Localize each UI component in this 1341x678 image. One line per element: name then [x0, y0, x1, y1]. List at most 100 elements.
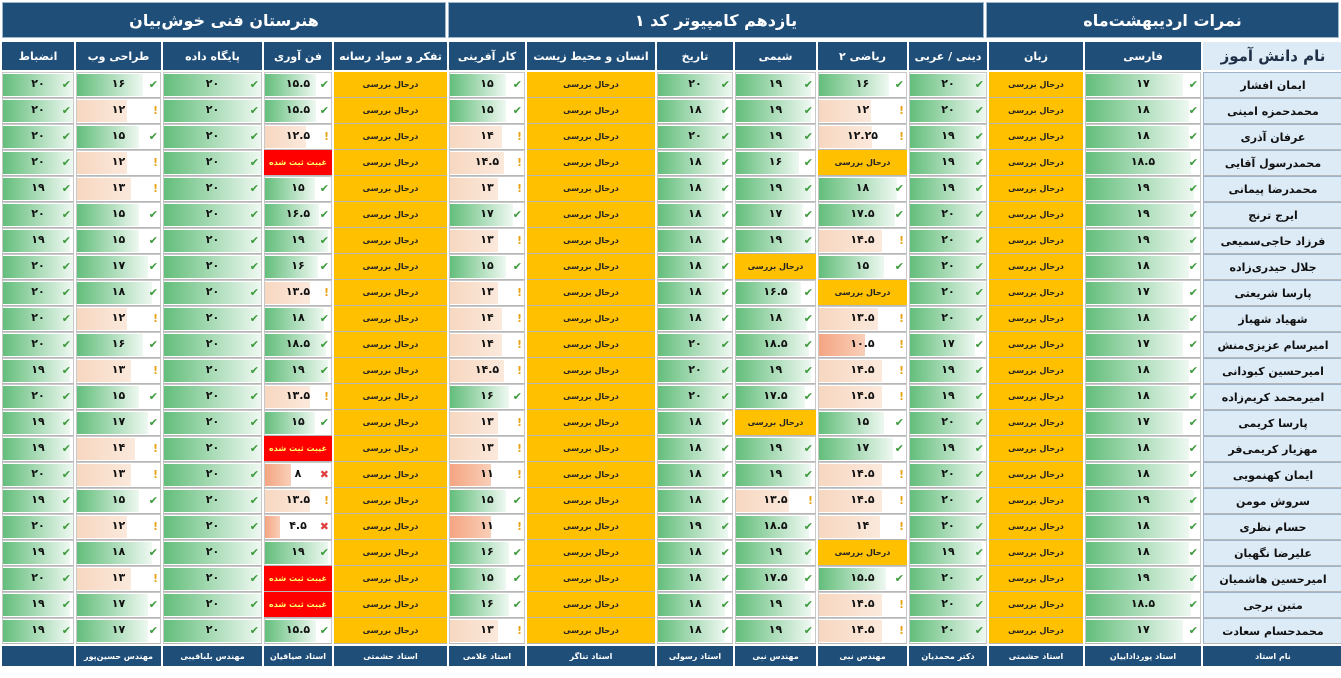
grade-cell[interactable]: ۱۵ ✔ [818, 254, 907, 280]
grade-cell[interactable]: ۱۸ ✔ [264, 306, 332, 332]
grade-cell[interactable]: ۱۵ ✔ [76, 384, 161, 410]
in-progress-status-cell[interactable]: درحال بررسی [527, 592, 655, 618]
grade-cell[interactable]: ۲۰ ✔ [909, 462, 987, 488]
grade-cell[interactable]: ۱۸.۵ ✔ [1085, 592, 1201, 618]
in-progress-status-cell[interactable]: درحال بررسی [989, 176, 1083, 202]
grade-cell[interactable]: ۱۸ ✔ [818, 176, 907, 202]
grade-cell[interactable]: ۱۷.۵ ✔ [735, 566, 816, 592]
absent-status-cell[interactable]: غیبت ثبت شده [264, 436, 332, 462]
grade-cell[interactable]: ۱۷ ✔ [735, 202, 816, 228]
in-progress-status-cell[interactable]: درحال بررسی [989, 254, 1083, 280]
grade-cell[interactable]: ۱۹ ✔ [735, 124, 816, 150]
in-progress-status-cell[interactable]: درحال بررسی [989, 202, 1083, 228]
grade-cell[interactable]: ۲۰ ✔ [2, 202, 74, 228]
grade-cell[interactable]: ۱۸ ✔ [657, 150, 733, 176]
grade-cell[interactable]: ۲۰ ✔ [163, 124, 262, 150]
grade-cell[interactable]: ۱۸ ✔ [76, 280, 161, 306]
grade-cell[interactable]: ۱۷.۵ ✔ [735, 384, 816, 410]
student-name[interactable]: امیرسام عزیزی‌منش [1203, 332, 1341, 358]
grade-cell[interactable]: ۱۹ ✔ [657, 514, 733, 540]
grade-cell[interactable]: ۲۰ ✔ [163, 540, 262, 566]
grade-cell[interactable]: ۱۸ ✔ [1085, 98, 1201, 124]
grade-cell[interactable]: ۸ ✖ [264, 462, 332, 488]
grade-cell[interactable]: ۱۸ ✔ [657, 306, 733, 332]
column-header[interactable]: زبان [989, 40, 1083, 72]
column-header[interactable]: ریاضی ۲ [818, 40, 907, 72]
in-progress-status-cell[interactable]: درحال بررسی [334, 202, 447, 228]
grade-cell[interactable]: ۱۸ ✔ [657, 176, 733, 202]
grade-cell[interactable]: ۱۹ ✔ [2, 488, 74, 514]
in-progress-status-cell[interactable]: درحال بررسی [334, 436, 447, 462]
column-header[interactable]: انضباط [2, 40, 74, 72]
column-header[interactable]: کار آفرینی [449, 40, 525, 72]
grade-cell[interactable]: ۲۰ ✔ [909, 566, 987, 592]
grade-cell[interactable]: ۲۰ ✔ [909, 488, 987, 514]
in-progress-status-cell[interactable]: درحال بررسی [989, 566, 1083, 592]
grade-cell[interactable]: ۲۰ ✔ [909, 72, 987, 98]
grade-cell[interactable]: ۱۰.۵! [818, 332, 907, 358]
grade-cell[interactable]: ۱۸ ✔ [1085, 436, 1201, 462]
student-name[interactable]: ایمان کهنمویی [1203, 462, 1341, 488]
grade-cell[interactable]: ۱۶ ✔ [449, 384, 525, 410]
grade-cell[interactable]: ۱۸ ✔ [657, 566, 733, 592]
grade-cell[interactable]: ۱۴.۵! [449, 358, 525, 384]
grade-cell[interactable]: ۲۰ ✔ [2, 462, 74, 488]
grade-cell[interactable]: ۲۰ ✔ [657, 358, 733, 384]
grade-cell[interactable]: ۱۶ ✔ [818, 72, 907, 98]
grade-cell[interactable]: ۱۹ ✔ [2, 436, 74, 462]
grade-cell[interactable]: ۱۹ ✔ [2, 540, 74, 566]
grade-cell[interactable]: ۲۰ ✔ [2, 306, 74, 332]
grade-cell[interactable]: ۱۹ ✔ [1085, 202, 1201, 228]
grade-cell[interactable]: ۱۹ ✔ [2, 176, 74, 202]
grade-cell[interactable]: ۱۹ ✔ [735, 436, 816, 462]
grade-cell[interactable]: ۲۰ ✔ [163, 150, 262, 176]
grade-cell[interactable]: ۲۰ ✔ [657, 72, 733, 98]
grade-cell[interactable]: ۱۳! [449, 410, 525, 436]
grade-cell[interactable]: ۱۷ ✔ [449, 202, 525, 228]
in-progress-status-cell[interactable]: درحال بررسی [334, 566, 447, 592]
grade-cell[interactable]: ۱۸.۵ ✔ [735, 332, 816, 358]
grade-cell[interactable]: ۱۸ ✔ [1085, 254, 1201, 280]
grade-cell[interactable]: ۲۰ ✔ [657, 332, 733, 358]
grade-cell[interactable]: ۱۸ ✔ [657, 202, 733, 228]
grade-cell[interactable]: ۲۰ ✔ [657, 124, 733, 150]
grade-cell[interactable]: ۱۸ ✔ [657, 280, 733, 306]
grade-cell[interactable]: ۱۸ ✔ [657, 488, 733, 514]
grade-cell[interactable]: ۱۸ ✔ [657, 436, 733, 462]
in-progress-status-cell[interactable]: درحال بررسی [334, 306, 447, 332]
in-progress-status-cell[interactable]: درحال بررسی [527, 150, 655, 176]
in-progress-status-cell[interactable]: درحال بررسی [334, 228, 447, 254]
grade-cell[interactable]: ۲۰ ✔ [2, 280, 74, 306]
grade-cell[interactable]: ۲۰ ✔ [2, 514, 74, 540]
in-progress-status-cell[interactable]: درحال بررسی [527, 410, 655, 436]
in-progress-status-cell[interactable]: درحال بررسی [527, 332, 655, 358]
grade-cell[interactable]: ۱۹ ✔ [735, 592, 816, 618]
in-progress-status-cell[interactable]: درحال بررسی [334, 98, 447, 124]
in-progress-status-cell[interactable]: درحال بررسی [527, 202, 655, 228]
grade-cell[interactable]: ۲۰ ✔ [909, 254, 987, 280]
grade-cell[interactable]: ۱۹ ✔ [2, 358, 74, 384]
grade-cell[interactable]: ۱۹ ✔ [909, 176, 987, 202]
grade-cell[interactable]: ۱۱! [449, 462, 525, 488]
grade-cell[interactable]: ۱۶ ✔ [76, 332, 161, 358]
grade-cell[interactable]: ۱۵ ✔ [449, 488, 525, 514]
in-progress-status-cell[interactable]: درحال بررسی [334, 176, 447, 202]
in-progress-status-cell[interactable]: درحال بررسی [989, 384, 1083, 410]
grade-cell[interactable]: ۱۹ ✔ [909, 384, 987, 410]
student-name[interactable]: شهیاد شهباز [1203, 306, 1341, 332]
grade-cell[interactable]: ۱۲.۵! [264, 124, 332, 150]
in-progress-status-cell[interactable]: درحال بررسی [989, 306, 1083, 332]
grade-cell[interactable]: ۱۹ ✔ [264, 228, 332, 254]
grade-cell[interactable]: ۲۰ ✔ [163, 202, 262, 228]
grade-cell[interactable]: ۱۹ ✔ [735, 358, 816, 384]
grade-cell[interactable]: ۱۱! [449, 514, 525, 540]
grade-cell[interactable]: ۱۴.۵! [818, 592, 907, 618]
student-name[interactable]: جلال حیدری‌زاده [1203, 254, 1341, 280]
column-header[interactable]: دینی / عربی [909, 40, 987, 72]
grade-cell[interactable]: ۱۹ ✔ [2, 228, 74, 254]
in-progress-status-cell[interactable]: درحال بررسی [989, 592, 1083, 618]
grade-cell[interactable]: ۱۵.۵ ✔ [264, 72, 332, 98]
grade-cell[interactable]: ۱۸ ✔ [76, 540, 161, 566]
grade-cell[interactable]: ۲۰ ✔ [163, 592, 262, 618]
grade-cell[interactable]: ۲۰ ✔ [163, 514, 262, 540]
